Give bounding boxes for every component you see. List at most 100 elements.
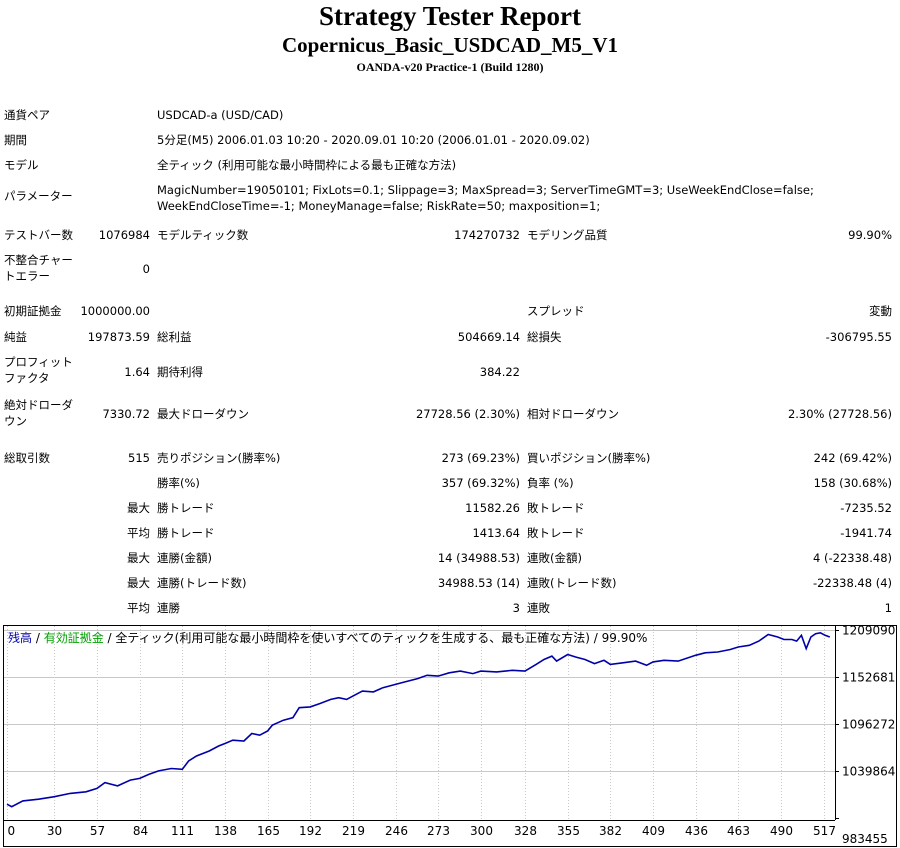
x-tick-label: 517 — [813, 824, 836, 838]
avg-label-2: 平均 — [127, 601, 150, 615]
mismatch-value: 0 — [142, 262, 150, 276]
x-tick-label: 246 — [385, 824, 408, 838]
gross-profit-label: 総利益 — [157, 330, 192, 344]
ticks-label: モデルティック数 — [157, 228, 249, 242]
avg-label: 平均 — [127, 526, 150, 540]
avg-cons-loss-value: 1 — [884, 601, 892, 615]
max-win-label: 勝トレード — [157, 501, 215, 515]
cons-loss-money-label: 連敗(金額) — [527, 551, 582, 565]
x-tick-label: 436 — [685, 824, 708, 838]
avg-win-label: 勝トレード — [157, 526, 215, 540]
y-tick-label: 1152681 — [842, 671, 895, 685]
short-value: 273 (69.23%) — [441, 451, 520, 465]
x-tick-label: 219 — [342, 824, 365, 838]
spread-label: スプレッド — [527, 304, 585, 318]
max-label-2: 最大 — [127, 551, 150, 565]
x-tick-label: 84 — [133, 824, 148, 838]
params-label: パラメーター — [4, 189, 73, 203]
chart-legend: 残高 / 有効証拠金 / 全ティック(利用可能な最小時間枠を使いすべてのティック… — [8, 630, 647, 646]
quality-label: モデリング品質 — [527, 228, 608, 242]
pair-label: 通貨ペア — [4, 108, 50, 122]
max-dd-value: 27728.56 (2.30%) — [415, 407, 520, 421]
chart-border — [3, 625, 897, 847]
max-loss-value: -7235.52 — [840, 501, 892, 515]
loss-value: 158 (30.68%) — [813, 476, 892, 490]
balance-series-line — [6, 631, 831, 808]
avg-loss-value: -1941.74 — [840, 526, 892, 540]
gross-profit-value: 504669.14 — [457, 330, 520, 344]
x-tick-label: 463 — [727, 824, 750, 838]
cons-loss-count-value: -22338.48 (4) — [813, 576, 892, 590]
legend-rest: / 全ティック(利用可能な最小時間枠を使いすべてのティックを生成する、最も正確な… — [103, 631, 648, 645]
long-label: 買いポジション(勝率%) — [527, 451, 651, 465]
x-tick-label: 328 — [514, 824, 537, 838]
win-label: 勝率(%) — [157, 476, 200, 490]
max-dd-label: 最大ドローダウン — [157, 407, 249, 421]
net-label: 純益 — [4, 330, 27, 344]
x-tick-label: 30 — [47, 824, 62, 838]
bars-value: 1076984 — [98, 228, 150, 242]
report-subtitle: Copernicus_Basic_USDCAD_M5_V1 — [282, 33, 618, 57]
short-label: 売りポジション(勝率%) — [157, 451, 281, 465]
legend-equity: 有効証拠金 — [43, 631, 104, 645]
ticks-value: 174270732 — [454, 228, 520, 242]
y-tick-label: 1209090 — [842, 625, 895, 638]
abs-dd-value: 7330.72 — [102, 407, 150, 421]
server-info: OANDA-v20 Practice-1 (Build 1280) — [356, 60, 544, 74]
legend-balance: 残高 — [8, 631, 33, 645]
x-tick-label: 382 — [599, 824, 622, 838]
legend-sep: / — [32, 631, 44, 645]
avg-loss-label: 敗トレード — [527, 526, 585, 540]
x-tick-label: 490 — [770, 824, 793, 838]
abs-dd-label: 絶対ドローダウン — [4, 398, 73, 428]
expected-value: 384.22 — [479, 365, 520, 379]
rel-dd-value: 2.30% (27728.56) — [787, 407, 892, 421]
x-tick-label: 0 — [8, 824, 16, 838]
max-label: 最大 — [127, 501, 150, 515]
cons-wins-count-label: 連勝(トレード数) — [157, 576, 247, 590]
pair-value: USDCAD-a (USD/CAD) — [157, 108, 284, 122]
x-tick-label: 273 — [427, 824, 450, 838]
x-tick-label: 300 — [470, 824, 493, 838]
x-tick-label: 409 — [642, 824, 665, 838]
cons-wins-money-label: 連勝(金額) — [157, 551, 212, 565]
max-label-3: 最大 — [127, 576, 150, 590]
net-value: 197873.59 — [87, 330, 150, 344]
trades-value: 515 — [128, 451, 150, 465]
x-tick-label: 111 — [171, 824, 194, 838]
cons-wins-count-value: 34988.53 (14) — [437, 576, 520, 590]
y-tick-label: 1096272 — [842, 718, 895, 732]
gross-loss-label: 総損失 — [527, 330, 562, 344]
model-label: モデル — [4, 158, 39, 172]
cons-loss-money-value: 4 (-22338.48) — [813, 551, 892, 565]
avg-win-value: 1413.64 — [472, 526, 520, 540]
avg-cons-loss-label: 連敗 — [527, 601, 550, 615]
spread-value: 変動 — [869, 304, 892, 318]
trades-label: 総取引数 — [4, 451, 50, 465]
period-value: 5分足(M5) 2006.01.03 10:20 - 2020.09.01 10… — [157, 133, 590, 147]
x-tick-label: 138 — [214, 824, 237, 838]
expected-label: 期待利得 — [157, 365, 203, 379]
gross-loss-value: -306795.55 — [825, 330, 892, 344]
avg-cons-wins-label: 連勝 — [157, 601, 180, 615]
quality-value: 99.90% — [848, 228, 892, 242]
mismatch-label: 不整合チャートエラー — [4, 253, 73, 283]
pf-label: プロフィットファクタ — [4, 355, 73, 385]
params-value: MagicNumber=19050101; FixLots=0.1; Slipp… — [157, 183, 814, 213]
max-win-value: 11582.26 — [465, 501, 520, 515]
x-tick-label: 192 — [299, 824, 322, 838]
x-tick-labels: 0 30 57 84 111 138 165 192 219 246 273 300 328 355 382… — [8, 824, 836, 838]
x-tick-label: 355 — [557, 824, 580, 838]
bars-label: テストバー数 — [4, 228, 73, 242]
long-value: 242 (69.42%) — [813, 451, 892, 465]
cons-wins-money-value: 14 (34988.53) — [437, 551, 520, 565]
x-tick-label: 57 — [90, 824, 105, 838]
report-title: Strategy Tester Report — [319, 1, 581, 31]
y-tick-label: 1039864 — [842, 765, 895, 779]
avg-cons-wins-value: 3 — [512, 601, 520, 615]
period-label: 期間 — [4, 133, 27, 147]
deposit-label: 初期証拠金 — [4, 304, 62, 318]
max-loss-label: 敗トレード — [527, 501, 585, 515]
loss-label: 負率 (%) — [527, 476, 574, 490]
win-value: 357 (69.32%) — [441, 476, 520, 490]
